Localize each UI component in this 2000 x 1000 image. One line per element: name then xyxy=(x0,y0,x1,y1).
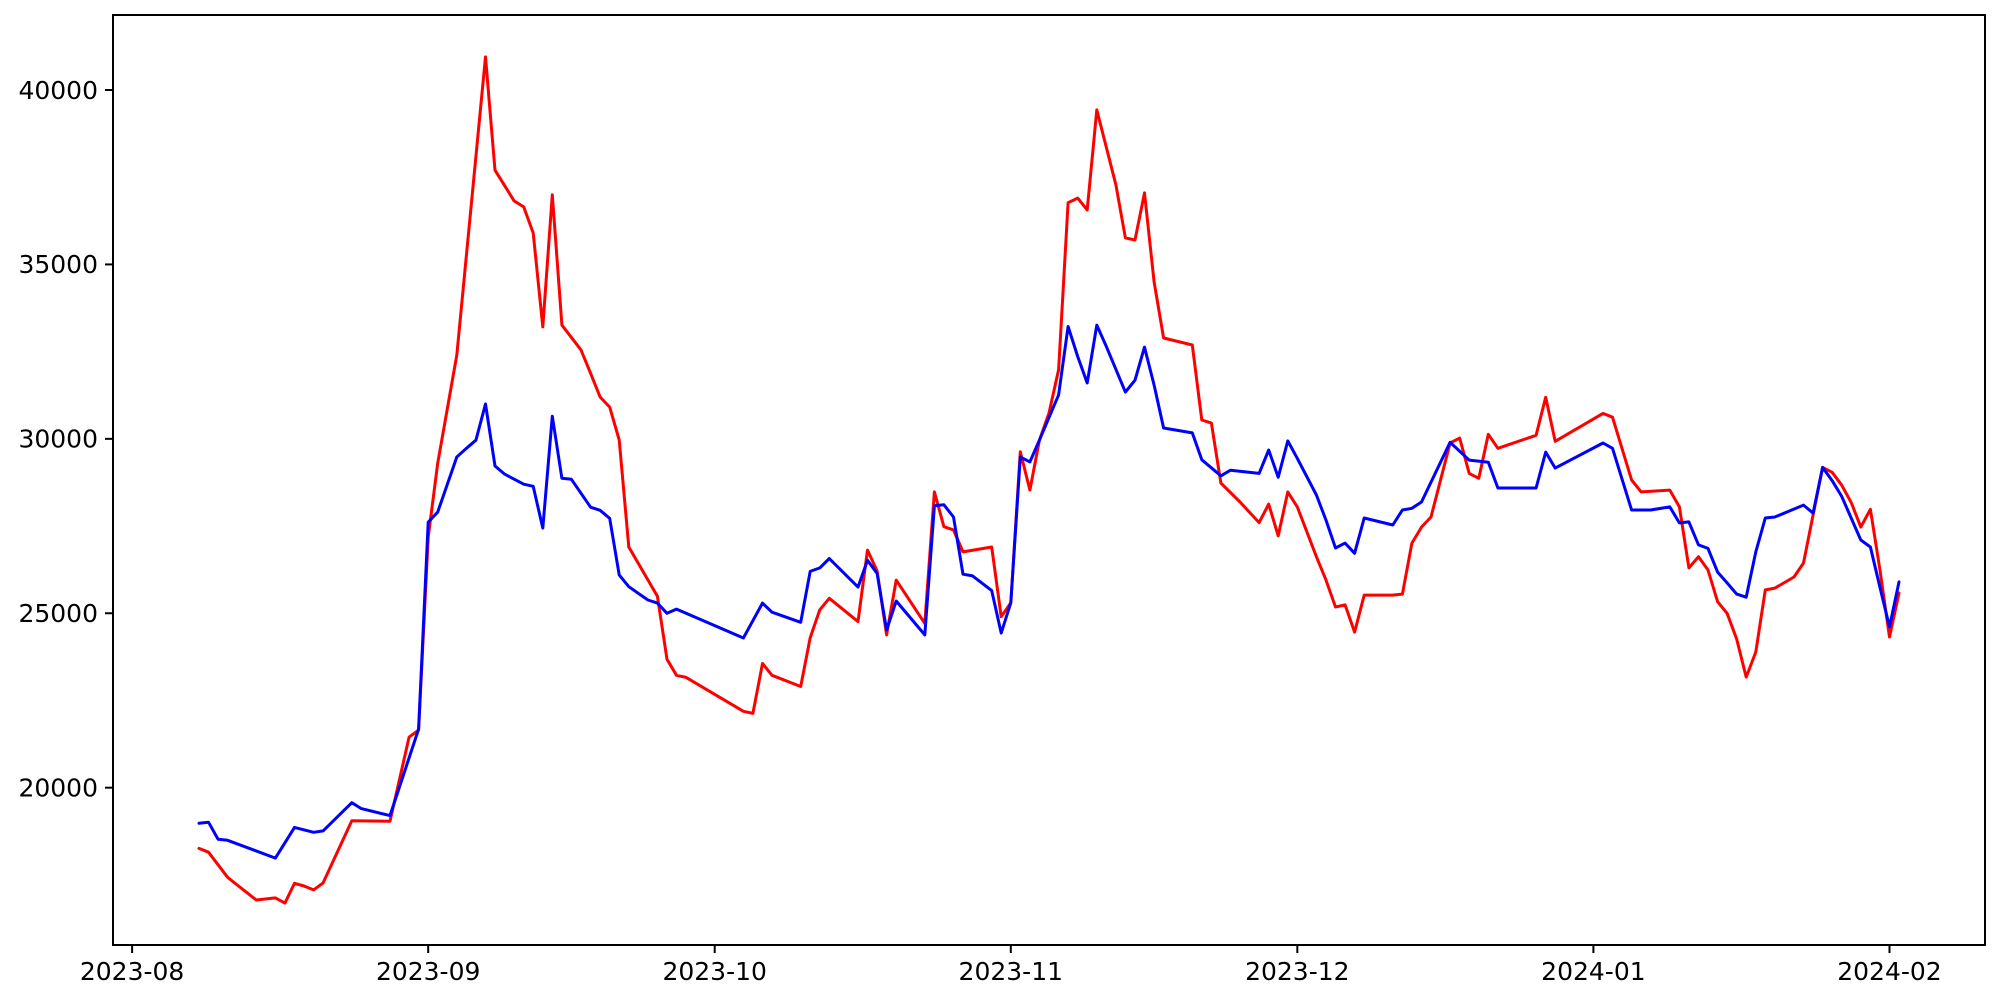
red-series-line xyxy=(197,55,1901,905)
y-tick-label: 35000 xyxy=(18,250,98,279)
x-tick-label: 2023-09 xyxy=(376,957,480,986)
x-tick-label: 2024-01 xyxy=(1541,957,1645,986)
y-tick-label: 20000 xyxy=(18,773,98,802)
y-tick-label: 25000 xyxy=(18,599,98,628)
x-tick-label: 2023-08 xyxy=(80,957,184,986)
plot-border xyxy=(112,14,1986,946)
y-tick-label: 30000 xyxy=(18,425,98,454)
x-tick-label: 2023-11 xyxy=(959,957,1063,986)
x-tick-label: 2023-10 xyxy=(662,957,766,986)
y-tick-label: 40000 xyxy=(18,76,98,105)
x-tick-label: 2023-12 xyxy=(1245,957,1349,986)
x-tick-label: 2024-02 xyxy=(1837,957,1941,986)
blue-series-line xyxy=(197,323,1901,860)
